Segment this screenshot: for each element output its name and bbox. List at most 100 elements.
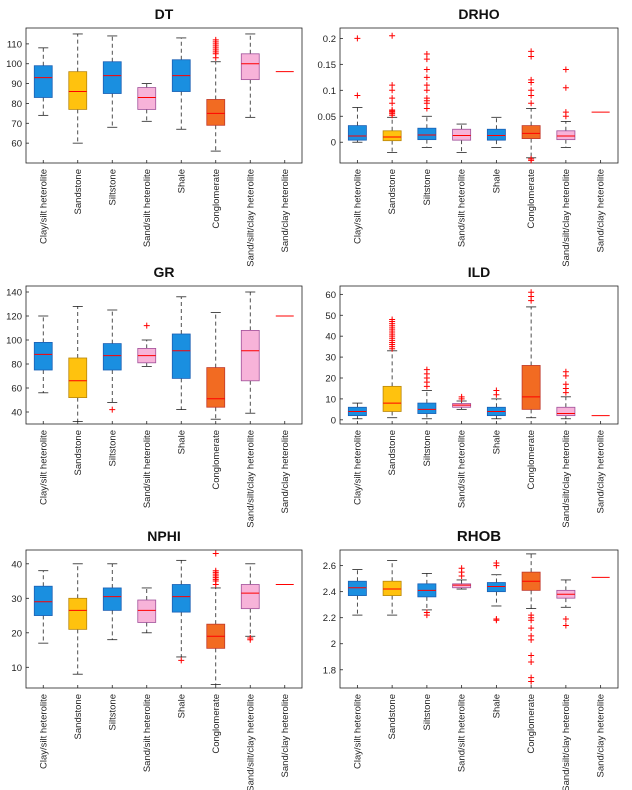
y-tick-label: 30 xyxy=(11,594,22,605)
box-6 xyxy=(206,36,226,152)
y-tick-label: 110 xyxy=(7,39,22,50)
category-label: Sandstone xyxy=(73,430,84,475)
y-tick-label: 0.1 xyxy=(323,86,336,97)
category-label: Sand/clay heterolite xyxy=(596,430,607,513)
iqr-box xyxy=(486,582,506,593)
category-label: Sand/silt/clay heterolite xyxy=(245,694,256,790)
outlier-marker xyxy=(562,109,569,116)
outlier-marker xyxy=(423,87,430,94)
y-tick-label: 60 xyxy=(325,290,336,301)
box-5 xyxy=(171,296,191,411)
box-5 xyxy=(486,560,506,624)
iqr-box xyxy=(102,61,122,94)
box-2 xyxy=(68,33,88,144)
category-label: Sand/silt/clay heterolite xyxy=(245,430,256,528)
y-tick-label: 140 xyxy=(6,288,22,299)
outlier-marker xyxy=(389,100,396,107)
outlier-marker xyxy=(562,622,569,629)
box-4 xyxy=(137,322,157,367)
box-1 xyxy=(347,569,367,616)
outlier-marker xyxy=(178,657,185,664)
iqr-box xyxy=(240,53,260,81)
box-7 xyxy=(240,33,260,118)
category-label: Conglomerate xyxy=(211,694,222,754)
outlier-marker xyxy=(458,565,465,572)
outlier-marker xyxy=(528,76,535,83)
outlier-marker xyxy=(389,316,396,323)
box-5 xyxy=(486,116,506,148)
iqr-box xyxy=(521,365,541,410)
category-label: Sand/silt/clay heterolite xyxy=(561,430,572,528)
box-6 xyxy=(206,550,226,685)
iqr-box xyxy=(68,357,88,398)
box-1 xyxy=(347,402,367,420)
chart-title: ILD xyxy=(468,264,491,280)
outlier-marker xyxy=(212,550,219,557)
chart-panel-nphi: NPHI 10 20 30 40 Clay/silt heterolite Sandston… xyxy=(11,528,303,790)
y-tick-label: 40 xyxy=(11,559,22,570)
category-label: Sandstone xyxy=(387,169,398,214)
box-4 xyxy=(452,393,472,410)
category-label: Conglomerate xyxy=(211,169,222,229)
outlier-marker xyxy=(143,322,150,329)
box-7 xyxy=(240,563,260,643)
y-tick-label: 20 xyxy=(11,628,22,639)
outlier-marker xyxy=(562,381,569,388)
iqr-box xyxy=(452,583,472,589)
category-label: Siltstone xyxy=(422,169,433,205)
iqr-box xyxy=(33,65,53,98)
box-6 xyxy=(206,311,226,420)
iqr-box xyxy=(417,402,437,414)
box-6 xyxy=(521,48,541,164)
category-label: Clay/silt heterolite xyxy=(352,169,363,244)
chart-title: DT xyxy=(155,6,174,22)
box-7 xyxy=(556,66,576,148)
iqr-box xyxy=(33,341,53,371)
category-label: Sand/clay heterolite xyxy=(596,169,607,252)
box-3 xyxy=(417,573,437,619)
chart-panel-gr: GR 40 60 80 100 120 140 Clay/silt heterolite San… xyxy=(6,264,303,528)
outlier-marker xyxy=(389,95,396,102)
outlier-marker xyxy=(493,387,500,394)
outlier-marker xyxy=(562,84,569,91)
y-tick-label: 40 xyxy=(325,332,336,343)
box-2 xyxy=(68,305,88,423)
y-tick-label: 10 xyxy=(11,663,22,674)
outlier-marker xyxy=(247,634,254,641)
box-4 xyxy=(452,123,472,154)
outlier-marker xyxy=(562,66,569,73)
iqr-box xyxy=(382,385,402,412)
box-4 xyxy=(137,83,157,122)
category-label: Conglomerate xyxy=(526,430,537,490)
plot-frame xyxy=(25,549,303,689)
outlier-marker xyxy=(389,107,396,114)
y-tick-label: 0 xyxy=(331,138,336,149)
box-7 xyxy=(556,368,576,420)
chart-title: NPHI xyxy=(147,528,180,544)
outlier-marker xyxy=(562,368,569,375)
iqr-box xyxy=(452,128,472,141)
chart-panel-dt: DT 60 70 80 90 100 110 Clay/silt heterolite Sand… xyxy=(6,6,303,267)
plot-frame xyxy=(25,27,303,164)
y-tick-label: 2.4 xyxy=(323,587,336,598)
outlier-marker xyxy=(423,56,430,63)
iqr-box xyxy=(347,580,367,596)
iqr-box xyxy=(240,329,260,382)
category-label: Sand/clay heterolite xyxy=(280,694,291,777)
outlier-marker xyxy=(389,87,396,94)
plot-frame xyxy=(339,285,619,425)
y-tick-label: 70 xyxy=(11,119,22,130)
y-tick-label: 90 xyxy=(11,79,22,90)
box-1 xyxy=(347,35,367,143)
outlier-marker xyxy=(528,87,535,94)
chart-title: GR xyxy=(154,264,175,280)
y-tick-label: 0.05 xyxy=(318,112,337,123)
box-1 xyxy=(33,47,53,116)
category-label: Shale xyxy=(176,430,187,454)
category-label: Clay/silt heterolite xyxy=(352,430,363,505)
iqr-box xyxy=(240,584,260,610)
plot-frame xyxy=(25,285,303,425)
chart-title: RHOB xyxy=(457,528,501,545)
iqr-box xyxy=(68,71,88,110)
category-label: Clay/silt heterolite xyxy=(352,694,363,769)
